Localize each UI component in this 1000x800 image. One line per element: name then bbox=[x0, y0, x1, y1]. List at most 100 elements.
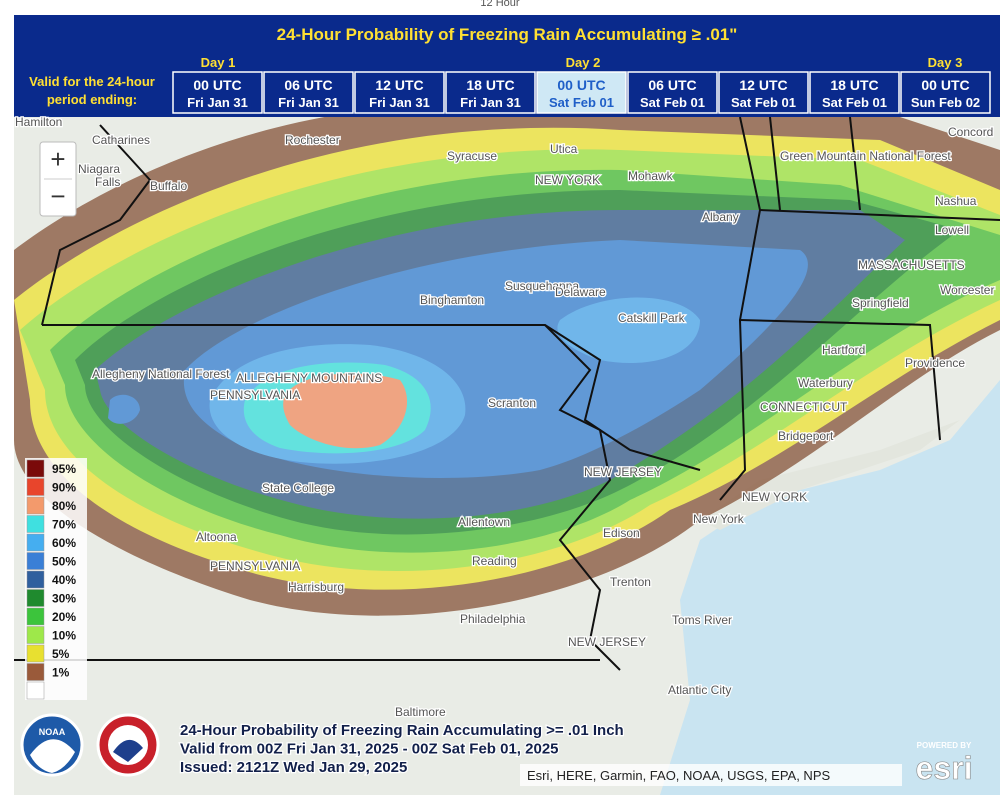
zoom-control: + − bbox=[39, 141, 77, 217]
nws-emblem bbox=[113, 739, 143, 762]
place-label: Reading bbox=[472, 554, 517, 568]
tab-date[interactable]: Fri Jan 31 bbox=[278, 95, 339, 110]
place-label: ALLEGHENY MOUNTAINS bbox=[236, 371, 382, 385]
period-label: Valid for the 24-hour bbox=[29, 74, 155, 89]
place-label: Delaware bbox=[555, 285, 606, 299]
zoom-in[interactable]: + bbox=[50, 144, 65, 174]
tab-date[interactable]: Sat Feb 01 bbox=[640, 95, 705, 110]
long-island bbox=[700, 420, 960, 530]
legend-swatch bbox=[26, 459, 45, 478]
time-tab[interactable] bbox=[445, 71, 536, 114]
legend-swatch bbox=[26, 496, 45, 515]
tab-time[interactable]: 06 UTC bbox=[648, 77, 696, 93]
time-tab[interactable] bbox=[263, 71, 354, 114]
place-label: Catharines bbox=[92, 133, 150, 147]
place-label: Bridgeport bbox=[778, 429, 834, 443]
legend-label: 80% bbox=[52, 499, 76, 513]
legend-swatch bbox=[26, 478, 45, 496]
tab-time[interactable]: 00 UTC bbox=[557, 77, 605, 93]
legend-label: 10% bbox=[52, 629, 76, 643]
legend-label: 70% bbox=[52, 518, 76, 532]
legend-swatch bbox=[26, 515, 45, 533]
legend-label: 20% bbox=[52, 610, 76, 624]
legend-swatch bbox=[26, 552, 45, 570]
place-label: Toms River bbox=[672, 613, 732, 627]
day-label: Day 3 bbox=[928, 55, 963, 70]
place-label: Scranton bbox=[488, 396, 536, 410]
tab-time[interactable]: 18 UTC bbox=[466, 77, 514, 93]
place-label: Worcester bbox=[940, 283, 994, 297]
esri-wordmark: esri bbox=[916, 750, 973, 786]
place-label: Syracuse bbox=[447, 149, 497, 163]
place-label: Hamilton bbox=[15, 115, 62, 129]
time-tab[interactable] bbox=[627, 71, 718, 114]
legend-swatch bbox=[26, 607, 45, 626]
esri-powered: POWERED BY bbox=[917, 741, 972, 750]
legend-swatch bbox=[26, 533, 45, 552]
legend-swatch bbox=[26, 626, 45, 644]
noaa-text: NOAA bbox=[39, 727, 66, 737]
place-label: Harrisburg bbox=[288, 580, 344, 594]
place-label: Green Mountain National Forest bbox=[780, 149, 951, 163]
tab-date[interactable]: Sat Feb 01 bbox=[731, 95, 796, 110]
tab-date[interactable]: Fri Jan 31 bbox=[187, 95, 248, 110]
legend-swatch bbox=[26, 663, 45, 681]
legend-swatch bbox=[26, 570, 45, 589]
place-label: Edison bbox=[603, 526, 640, 540]
tab-time[interactable]: 12 UTC bbox=[739, 77, 787, 93]
place-label: PENNSYLVANIA bbox=[210, 388, 300, 402]
tab-date[interactable]: Fri Jan 31 bbox=[460, 95, 521, 110]
place-label: Concord bbox=[948, 125, 993, 139]
tab-time[interactable]: 12 UTC bbox=[375, 77, 423, 93]
place-label: Lowell bbox=[935, 223, 969, 237]
caption-line: Issued: 2121Z Wed Jan 29, 2025 bbox=[180, 759, 407, 776]
legend-label: 1% bbox=[52, 666, 70, 680]
place-label: NEW JERSEY bbox=[584, 465, 662, 479]
legend-swatch bbox=[26, 644, 45, 663]
top-fragment: 12 Hour bbox=[480, 0, 519, 9]
tab-date[interactable]: Sun Feb 02 bbox=[911, 95, 980, 110]
time-tab[interactable] bbox=[809, 71, 900, 114]
time-tab[interactable] bbox=[900, 71, 991, 114]
time-tab[interactable] bbox=[536, 71, 627, 114]
legend-label: 60% bbox=[52, 536, 76, 550]
place-label: Waterbury bbox=[798, 376, 853, 390]
map[interactable] bbox=[14, 104, 1000, 795]
place-label: Trenton bbox=[610, 575, 651, 589]
place-label: Allentown bbox=[458, 515, 510, 529]
place-label: NEW JERSEY bbox=[568, 635, 646, 649]
place-label: MASSACHUSETTS bbox=[858, 258, 965, 272]
tab-time[interactable]: 06 UTC bbox=[284, 77, 332, 93]
tab-date[interactable]: Sat Feb 01 bbox=[549, 95, 614, 110]
legend-label: 5% bbox=[52, 647, 70, 661]
zoom-out[interactable]: − bbox=[50, 181, 65, 211]
caption-line: 24-Hour Probability of Freezing Rain Acc… bbox=[180, 722, 624, 739]
nws-logo bbox=[96, 713, 160, 777]
attribution[interactable]: Esri, HERE, Garmin, FAO, NOAA, USGS, EPA… bbox=[527, 768, 830, 783]
noaa-gull bbox=[30, 739, 75, 773]
tab-date[interactable]: Fri Jan 31 bbox=[369, 95, 430, 110]
tab-time[interactable]: 00 UTC bbox=[193, 77, 241, 93]
caption-line: Valid from 00Z Fri Jan 31, 2025 - 00Z Sa… bbox=[180, 741, 559, 758]
place-label: CONNECTICUT bbox=[760, 400, 848, 414]
place-label: Catskill Park bbox=[618, 311, 686, 325]
time-tab[interactable] bbox=[718, 71, 809, 114]
time-tab[interactable] bbox=[354, 71, 445, 114]
tab-time[interactable]: 00 UTC bbox=[921, 77, 969, 93]
borders bbox=[14, 117, 1000, 671]
tab-time[interactable]: 18 UTC bbox=[830, 77, 878, 93]
ocean bbox=[660, 380, 1000, 795]
day-label: Day 1 bbox=[201, 55, 236, 70]
place-label: Hartford bbox=[822, 343, 865, 357]
legend-swatch bbox=[26, 681, 45, 700]
time-tab[interactable] bbox=[172, 71, 263, 114]
day-label: Day 2 bbox=[566, 55, 601, 70]
place-label: Falls bbox=[95, 175, 120, 189]
header-title: 24-Hour Probability of Freezing Rain Acc… bbox=[277, 25, 738, 44]
legend-label: 40% bbox=[52, 573, 76, 587]
tab-date[interactable]: Sat Feb 01 bbox=[822, 95, 887, 110]
place-label: Mohawk bbox=[628, 169, 674, 183]
place-label: Niagara bbox=[78, 162, 120, 176]
esri-logo: POWERED BY esri bbox=[915, 741, 973, 786]
